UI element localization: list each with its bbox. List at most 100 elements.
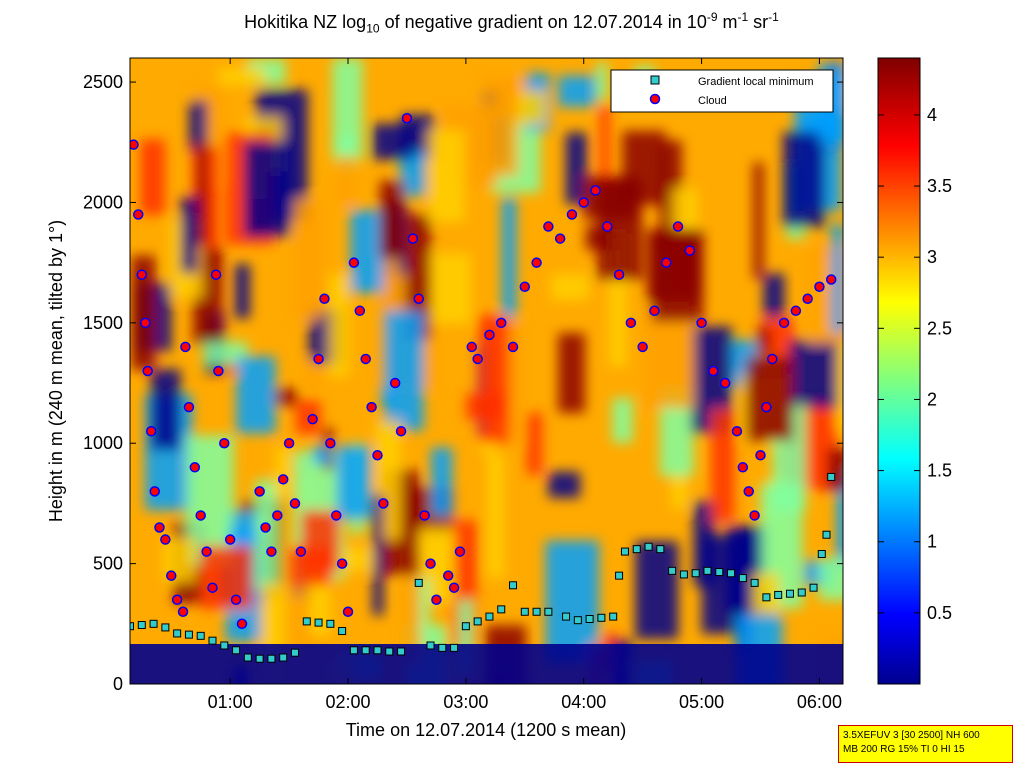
gradient-minimum-point xyxy=(585,614,594,623)
cloud-point xyxy=(140,317,151,329)
heatmap-patch xyxy=(599,104,610,189)
heatmap-patch xyxy=(545,540,600,663)
cloud-point xyxy=(484,329,495,341)
gradient-minimum-point xyxy=(290,648,299,657)
cloud-point xyxy=(401,112,413,124)
y-tick-label: 500 xyxy=(93,554,123,574)
gradient-minimum-point xyxy=(373,646,382,655)
cloud-point xyxy=(466,341,478,353)
cloud-point xyxy=(224,534,236,545)
heatmap-patch xyxy=(150,369,181,451)
cloud-point xyxy=(372,450,383,461)
gradient-minimum-point xyxy=(130,622,134,631)
heatmap-patch xyxy=(313,445,330,464)
cloud-point xyxy=(731,425,743,437)
gradient-minimum-point xyxy=(809,583,818,592)
heatmap-patch xyxy=(379,180,405,258)
heatmap-patch xyxy=(384,310,424,431)
cloud-point xyxy=(219,437,230,449)
cloud-point xyxy=(348,257,360,268)
cloud-point xyxy=(272,510,283,521)
gradient-minimum-point xyxy=(544,607,553,616)
gradient-minimum-point xyxy=(817,549,826,558)
cloud-point xyxy=(266,546,277,557)
gradient-minimum-point xyxy=(644,542,653,551)
heatmap-patch xyxy=(424,253,471,324)
x-tick-label: 04:00 xyxy=(561,692,606,712)
gradient-minimum-point xyxy=(497,605,506,614)
heatmap-patch xyxy=(372,123,414,160)
heatmap-patch xyxy=(236,356,276,434)
cloud-point xyxy=(543,221,554,232)
heatmap-patch xyxy=(612,398,633,443)
cloud-point xyxy=(283,437,295,449)
cloud-point xyxy=(802,293,813,305)
gradient-minimum-point xyxy=(797,588,806,597)
colorbar-tick-label: 4 xyxy=(927,105,937,125)
heatmap-patch xyxy=(763,273,785,318)
heatmap-field xyxy=(130,58,843,684)
gradient-minimum-point xyxy=(149,619,158,628)
cloud-point xyxy=(566,209,578,220)
cloud-point xyxy=(389,377,401,389)
heatmap-patch xyxy=(482,76,519,177)
y-tick-label: 0 xyxy=(113,674,123,694)
gradient-minimum-point xyxy=(243,653,252,662)
cloud-point xyxy=(319,293,330,305)
gradient-minimum-point xyxy=(485,612,494,621)
cloud-point xyxy=(307,413,318,425)
cloud-point xyxy=(719,377,731,389)
cloud-point xyxy=(201,546,212,557)
cloud-point xyxy=(195,510,206,521)
cloud-point xyxy=(360,353,371,365)
heatmap-patch xyxy=(200,545,253,610)
cloud-point xyxy=(602,221,613,232)
heatmap-patch xyxy=(189,100,208,153)
y-tick-label: 1000 xyxy=(83,433,123,453)
cloud-point xyxy=(613,269,625,280)
cloud-point xyxy=(236,618,248,630)
cloud-point xyxy=(213,365,224,377)
heatmap-patch xyxy=(646,229,702,302)
gradient-minimum-point xyxy=(397,647,406,656)
colorbar-frame xyxy=(877,57,921,685)
gradient-minimum-point xyxy=(279,653,288,662)
cloud-point xyxy=(142,365,153,377)
gradient-minimum-point xyxy=(461,622,470,631)
cloud-point xyxy=(519,281,531,292)
cloud-point xyxy=(342,606,354,618)
cloud-point xyxy=(313,353,324,365)
cloud-point xyxy=(743,486,754,497)
cloud-point xyxy=(554,233,566,244)
heatmap-patch xyxy=(328,273,350,377)
gradient-minimum-point xyxy=(361,646,370,655)
cloud-point xyxy=(325,437,336,449)
heatmap-bottom-band xyxy=(130,644,843,684)
heatmap-patch xyxy=(180,196,198,274)
cloud-point xyxy=(277,474,289,485)
cloud-point xyxy=(507,341,519,353)
heatmap-patch xyxy=(372,493,384,616)
gradient-minimum-point xyxy=(338,627,347,636)
colorbar-tick-label: 3 xyxy=(927,247,937,267)
heatmap-patch xyxy=(753,162,764,279)
info-line-1: 3.5XEFUV 3 [30 2500] NH 600 xyxy=(843,730,980,741)
cloud-point xyxy=(210,269,222,280)
heatmap-patch xyxy=(635,541,679,640)
heatmap-patch xyxy=(558,75,596,107)
cloud-point xyxy=(737,462,749,473)
cloud-point xyxy=(419,510,430,521)
cloud-point xyxy=(761,401,772,413)
cloud-point xyxy=(254,486,265,497)
gradient-minimum-point xyxy=(762,593,771,602)
cloud-point xyxy=(649,305,660,317)
gradient-minimum-point xyxy=(173,629,182,638)
gradient-minimum-point xyxy=(520,607,529,616)
legend-box xyxy=(610,69,834,113)
gradient-minimum-point xyxy=(196,631,205,640)
cloud-point xyxy=(590,185,601,196)
cloud-point xyxy=(154,522,165,533)
cloud-point xyxy=(230,594,242,605)
gradient-minimum-point xyxy=(473,617,482,626)
x-tick-label: 05:00 xyxy=(679,692,724,712)
